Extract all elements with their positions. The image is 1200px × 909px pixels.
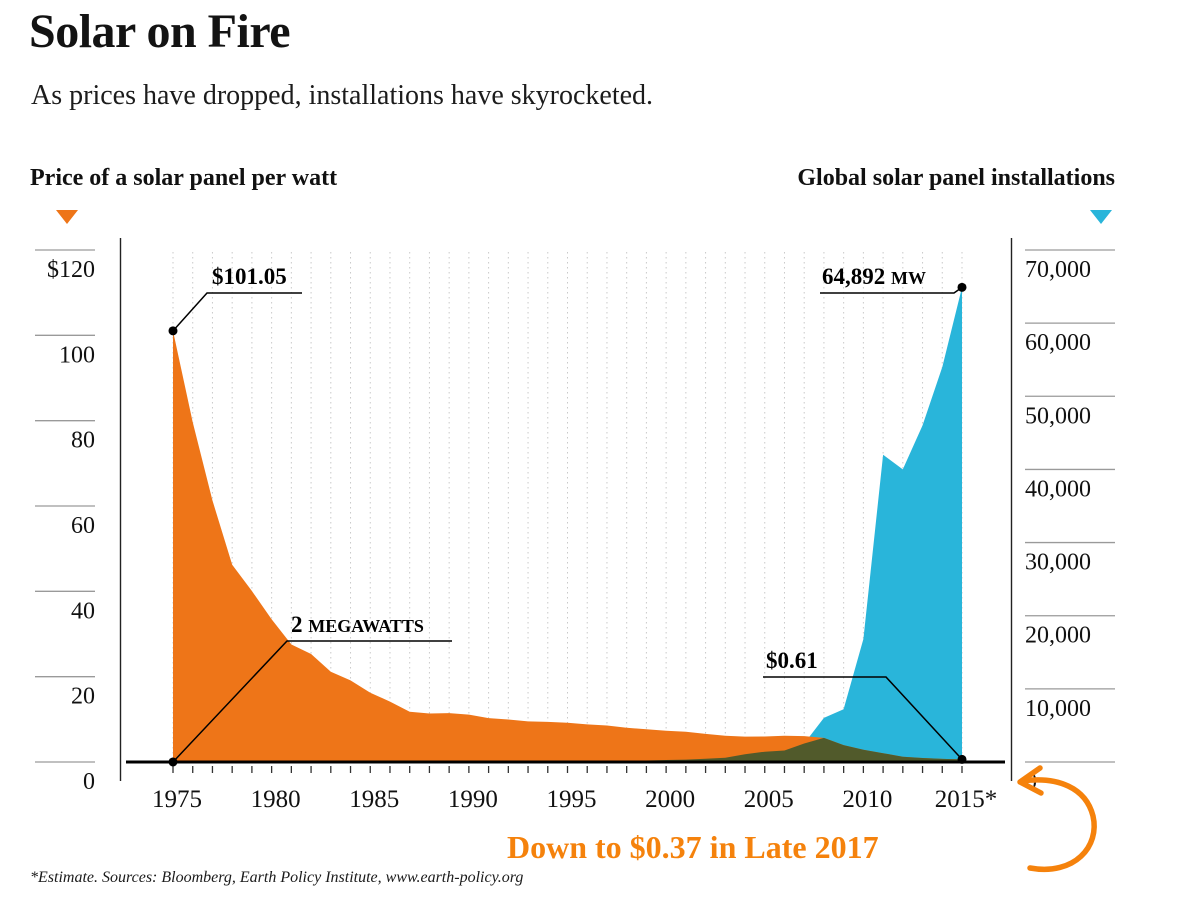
page-title: Solar on Fire <box>29 5 291 58</box>
x-axis-tick-label: 1980 <box>251 786 301 813</box>
annotation-label-price-start: $101.05 <box>212 264 287 289</box>
right-axis-tick-label: 60,000 <box>1025 330 1091 356</box>
annotations: $101.05 64,892 MW 2 MEGAWATTS $0.61 <box>168 264 967 767</box>
installations-area <box>173 287 962 762</box>
annotation-leader-line <box>763 676 963 760</box>
x-axis: 1975 1980 1985 1990 1995 2000 2005 2010 2015* <box>152 766 997 813</box>
hand-drawn-arrow-icon <box>1017 765 1097 873</box>
right-axis-title: Global solar panel installations <box>797 165 1115 191</box>
left-axis-tick-label: 20 <box>71 684 95 710</box>
right-axis-tick-label: 40,000 <box>1025 476 1091 502</box>
left-axis-tick-label: 100 <box>59 342 95 368</box>
left-axis-tick-label: 40 <box>71 598 95 624</box>
left-axis-title: Price of a solar panel per watt <box>30 165 338 191</box>
x-axis-tick-label: 2015* <box>935 786 998 813</box>
right-axis-tick-label: 10,000 <box>1025 696 1091 722</box>
price-area <box>173 330 962 762</box>
annotation-label-price-end: $0.61 <box>766 648 818 673</box>
x-axis-tick-label: 1990 <box>448 786 498 813</box>
left-axis-tick-label: 60 <box>71 513 95 539</box>
right-axis-tick-label: 30,000 <box>1025 550 1091 576</box>
chart-subtitle: As prices have dropped, installations ha… <box>31 80 654 111</box>
left-axis: $120 100 80 60 40 20 0 <box>35 249 95 795</box>
price-drop-callout: Down to $0.37 in Late 2017 <box>507 829 879 865</box>
price-axis-marker-icon <box>56 210 78 224</box>
right-axis: 70,000 60,000 50,000 40,000 30,000 20,000 10,0… <box>1025 249 1115 795</box>
right-axis-tick-label: 50,000 <box>1025 403 1091 429</box>
x-axis-tick-label: 1985 <box>349 786 399 813</box>
annotation-dot <box>957 754 967 764</box>
x-axis-tick-label: 2010 <box>842 786 892 813</box>
x-axis-tick-label: 2005 <box>744 786 794 813</box>
annotation-label-installs-peak: 64,892 MW <box>822 264 926 289</box>
annotation-leader-line <box>172 292 302 332</box>
right-axis-tick-label: 20,000 <box>1025 623 1091 649</box>
annotation-dot <box>168 757 178 767</box>
installations-axis-marker-icon <box>1090 210 1112 224</box>
annotation-dot <box>168 326 178 336</box>
source-footnote: *Estimate. Sources: Bloomberg, Earth Pol… <box>30 869 524 886</box>
left-axis-tick-label: 80 <box>71 428 95 454</box>
left-axis-tick-label: 0 <box>83 769 95 795</box>
x-axis-tick-label: 2000 <box>645 786 695 813</box>
x-axis-tick-label: 1995 <box>547 786 597 813</box>
right-axis-tick-label: 70,000 <box>1025 257 1091 283</box>
annotation-label-installs-start: 2 MEGAWATTS <box>291 612 424 637</box>
annotation-dot <box>957 282 967 292</box>
annotation-leader-line <box>172 640 452 763</box>
x-axis-tick-label: 1975 <box>152 786 202 813</box>
overlap-area <box>173 737 962 762</box>
left-axis-tick-label: $120 <box>47 257 95 283</box>
